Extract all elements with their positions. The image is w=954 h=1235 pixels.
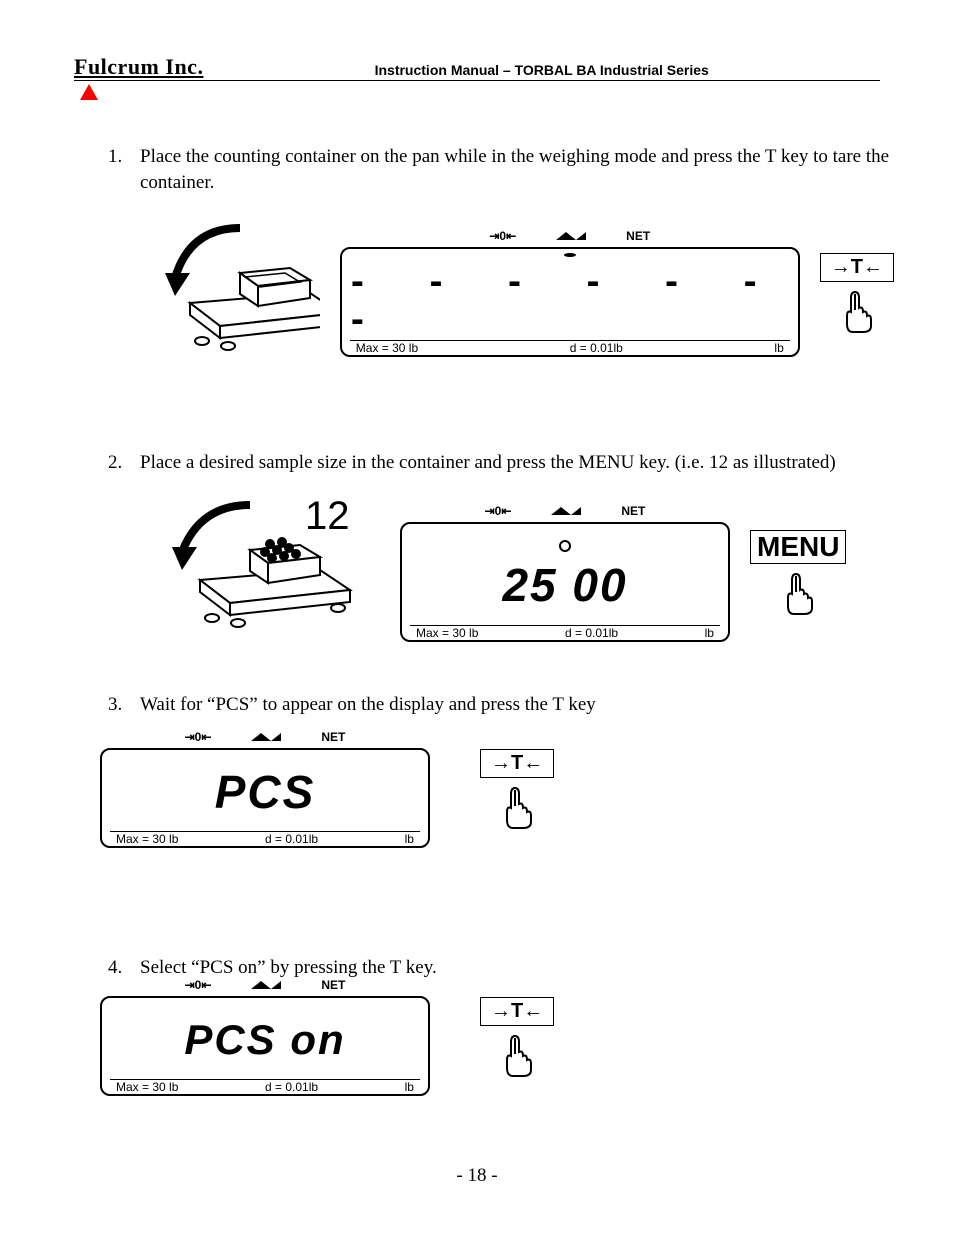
step-2-text: Place a desired sample size in the conta… [110, 450, 894, 476]
lcd-d: d = 0.01lb [265, 832, 318, 846]
step-1-num: 1. [108, 144, 122, 170]
step-4-num: 4. [108, 955, 122, 981]
lcd-max: Max = 30 lb [416, 626, 478, 640]
step-2: 2. Place a desired sample size in the co… [110, 450, 894, 476]
lcd-2: ⇥0⇤ NET 25 00 Max = 30 lb d = 0.01lb lb [400, 504, 730, 642]
tare-key: →T← [480, 749, 554, 778]
hand-press-icon [497, 784, 537, 830]
stable-indicator-icon [559, 540, 571, 552]
hand-press-icon [497, 1032, 537, 1078]
net-label: NET [626, 229, 650, 243]
company-name: Fulcrum Inc. [74, 54, 203, 80]
zero-icon: ⇥0⇤ [489, 229, 516, 243]
step-4-text: Select “PCS on” by pressing the T key. [110, 955, 894, 981]
stable-icon [551, 505, 581, 517]
tare-key-press: →T← [820, 253, 894, 334]
step-3-num: 3. [108, 692, 122, 718]
lcd-top-icons-2: ⇥0⇤ NET [400, 504, 730, 518]
lcd-unit: lb [405, 832, 414, 846]
tare-key: →T← [480, 997, 554, 1026]
lcd-top-icons-4: ⇥0⇤ NET [100, 978, 430, 992]
up-triangle-icon [80, 84, 98, 100]
step-2-num: 2. [108, 450, 122, 476]
stable-icon [251, 731, 281, 743]
figure-3: ⇥0⇤ NET PCS Max = 30 lb d = 0.01lb lb →T… [100, 730, 894, 848]
stable-indicator-icon [564, 253, 576, 257]
hand-press-icon [778, 570, 818, 616]
lcd-3: ⇥0⇤ NET PCS Max = 30 lb d = 0.01lb lb [100, 730, 430, 848]
lcd-unit: lb [774, 341, 783, 355]
zero-icon: ⇥0⇤ [485, 504, 512, 518]
tare-key-press-3: →T← [480, 749, 554, 830]
scale-container-icon [150, 218, 320, 368]
menu-key-press: MENU [750, 530, 846, 616]
stable-icon [556, 230, 586, 242]
lcd-max: Max = 30 lb [356, 341, 418, 355]
lcd-max: Max = 30 lb [116, 1080, 178, 1094]
lcd-max: Max = 30 lb [116, 832, 178, 846]
zero-icon: ⇥0⇤ [185, 978, 212, 992]
stable-icon [251, 979, 281, 991]
lcd-unit: lb [705, 626, 714, 640]
page-number: - 18 - [0, 1165, 954, 1187]
tare-key-press-4: →T← [480, 997, 554, 1078]
page-header: Fulcrum Inc. Instruction Manual – TORBAL… [74, 54, 880, 80]
step-4: 4. Select “PCS on” by pressing the T key… [110, 955, 894, 981]
figure-2: 12 ⇥0⇤ NET 25 00 Max = 30 lb d = 0.01lb … [150, 490, 894, 655]
sample-qty: 12 [305, 494, 350, 539]
lcd-4: ⇥0⇤ NET PCS on Max = 30 lb d = 0.01lb lb [100, 978, 430, 1096]
lcd-d: d = 0.01lb [565, 626, 618, 640]
lcd-value-25: 25 00 [502, 558, 627, 612]
hand-press-icon [837, 288, 877, 334]
net-label: NET [321, 730, 345, 744]
lcd-pcs: PCS [215, 765, 316, 819]
lcd-1: ⇥0⇤ NET - - - - - - - Max = 30 lb d = 0.… [340, 229, 800, 357]
lcd-d: d = 0.01lb [265, 1080, 318, 1094]
step-3: 3. Wait for “PCS” to appear on the displ… [110, 692, 894, 718]
step-1-text: Place the counting container on the pan … [110, 144, 894, 195]
step-1: 1. Place the counting container on the p… [110, 144, 894, 195]
scale-sample-group: 12 [150, 490, 380, 655]
lcd-top-icons: ⇥0⇤ NET [340, 229, 800, 243]
manual-title: Instruction Manual – TORBAL BA Industria… [203, 62, 880, 80]
step-3-text: Wait for “PCS” to appear on the display … [110, 692, 894, 718]
header-rule [74, 80, 880, 81]
zero-icon: ⇥0⇤ [185, 730, 212, 744]
lcd-top-icons-3: ⇥0⇤ NET [100, 730, 430, 744]
lcd-unit: lb [405, 1080, 414, 1094]
figure-1: ⇥0⇤ NET - - - - - - - Max = 30 lb d = 0.… [150, 218, 894, 368]
figure-4: ⇥0⇤ NET PCS on Max = 30 lb d = 0.01lb lb… [100, 978, 894, 1096]
tare-key: →T← [820, 253, 894, 282]
lcd-pcs-on: PCS on [184, 1016, 345, 1064]
page: Fulcrum Inc. Instruction Manual – TORBAL… [0, 0, 954, 1235]
lcd-d: d = 0.01lb [570, 341, 623, 355]
lcd-dashes: - - - - - - - [348, 263, 792, 339]
menu-key: MENU [750, 530, 846, 564]
net-label: NET [621, 504, 645, 518]
net-label: NET [321, 978, 345, 992]
